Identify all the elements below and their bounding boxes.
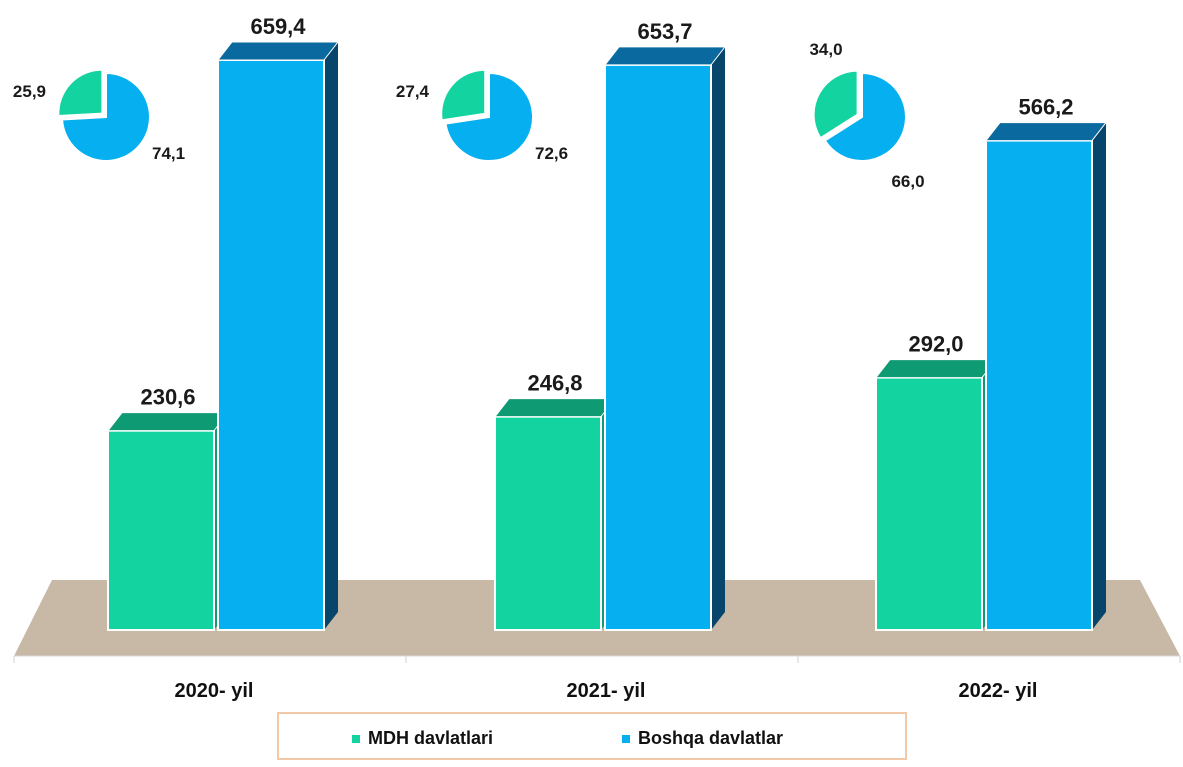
- bar-front-face: [217, 59, 325, 631]
- pie-label-mdh: 25,9: [13, 82, 46, 101]
- pie-label-boshqa: 74,1: [152, 144, 185, 163]
- bar-value-label: 292,0: [908, 332, 963, 357]
- bar-top-face: [874, 359, 998, 379]
- legend-label: Boshqa davlatlar: [638, 728, 783, 748]
- pie-slice-mdh-davlatlari: [812, 69, 859, 140]
- bar-value-label: 653,7: [637, 19, 692, 44]
- bar-side-face: [711, 46, 725, 631]
- bar-top-face: [106, 412, 230, 432]
- pie-slice-mdh-davlatlari: [440, 68, 487, 122]
- pie-label-mdh: 34,0: [809, 40, 842, 59]
- bar-top-face: [603, 46, 727, 66]
- legend-item-boshqa-davlatlar: Boshqa davlatlar: [622, 728, 783, 748]
- bar-value-label: 659,4: [250, 14, 306, 39]
- pie-label-boshqa: 72,6: [535, 144, 568, 163]
- bar-boshqa-davlatlar-2021-yil: [603, 46, 727, 632]
- pie-2021-yil: 27,4 72,6: [396, 68, 568, 163]
- bar-side-face: [1092, 122, 1106, 630]
- legend-label: MDH davlatlari: [368, 728, 493, 748]
- legend-box: [277, 712, 907, 760]
- bar-front-face: [875, 376, 983, 631]
- bar-top-face: [216, 41, 340, 61]
- bar-top-face: [984, 122, 1108, 142]
- bar-front-face: [604, 63, 712, 632]
- pie-2020-yil: 25,9 74,1: [13, 68, 185, 163]
- legend-item-mdh-davlatlari: MDH davlatlari: [352, 728, 493, 748]
- pie-label-mdh: 27,4: [396, 82, 430, 101]
- bar-value-label: 230,6: [140, 385, 195, 410]
- bar-value-label: 566,2: [1018, 95, 1073, 120]
- legend-swatch: [622, 735, 630, 743]
- pie-slice-mdh-davlatlari: [57, 68, 104, 118]
- x-tick-label: 2022- yil: [959, 680, 1038, 702]
- pie-slice-boshqa-davlatlar: [61, 71, 151, 162]
- bar-side-face: [324, 42, 338, 630]
- bar-boshqa-davlatlar-2022-yil: [984, 122, 1108, 631]
- bar-boshqa-davlatlar-2020-yil: [216, 41, 340, 631]
- bar-front-face: [494, 415, 602, 632]
- pie-2022-yil: 34,0 66,0: [809, 40, 924, 191]
- bar-mdh-davlatlari-2020-yil: [106, 412, 230, 631]
- pie-slice-boshqa-davlatlar: [823, 71, 907, 162]
- bar-top-face: [493, 398, 617, 418]
- x-tick-label: 2020- yil: [175, 680, 254, 702]
- bar-value-label: 246,8: [527, 371, 582, 396]
- bar-front-face: [107, 429, 215, 631]
- bar-mdh-davlatlari-2021-yil: [493, 398, 617, 632]
- x-tick-label: 2021- yil: [567, 680, 646, 702]
- bar-front-face: [985, 139, 1093, 631]
- pie-label-boshqa: 66,0: [891, 172, 924, 191]
- legend-swatch: [352, 735, 360, 743]
- bar-mdh-davlatlari-2022-yil: [874, 359, 998, 631]
- pie-slice-boshqa-davlatlar: [444, 71, 534, 162]
